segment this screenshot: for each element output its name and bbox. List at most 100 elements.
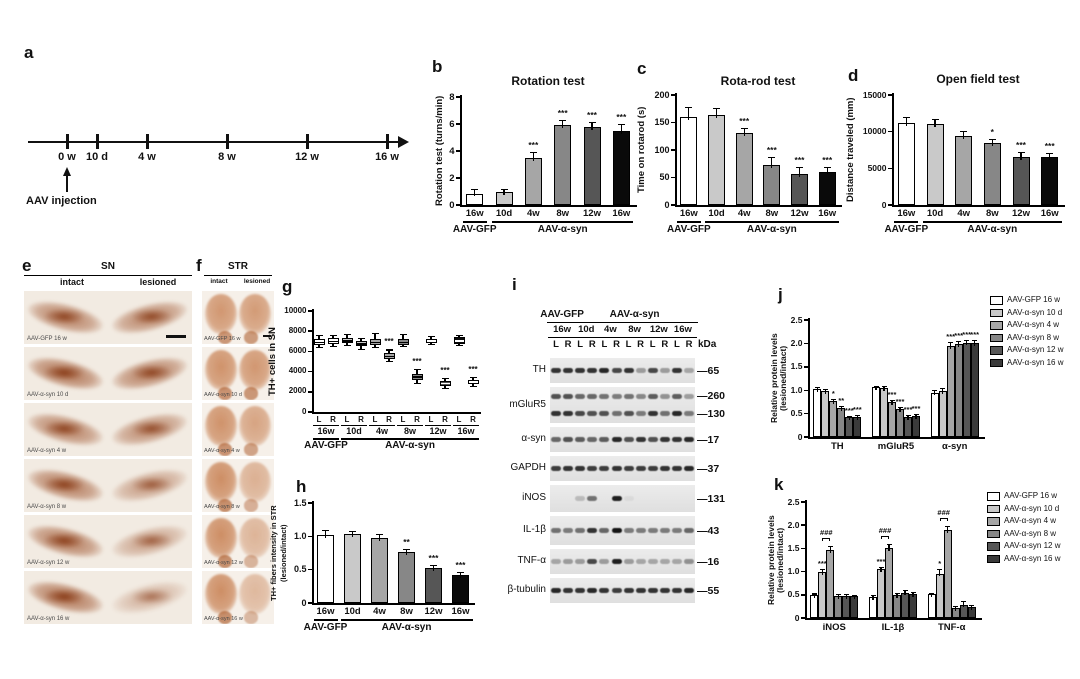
error-bar	[912, 591, 914, 597]
blot-band	[684, 411, 694, 417]
y-tick	[800, 547, 805, 550]
micrograph-label: AAV-α-syn 4 w	[204, 447, 240, 454]
median	[356, 343, 366, 345]
y-axis	[312, 309, 314, 412]
sig-label: ***	[528, 139, 539, 150]
lane-label: R	[414, 414, 420, 424]
blot-lane-label: L	[577, 339, 584, 350]
panel-label: b	[432, 57, 443, 76]
y-tick-label: 0	[302, 406, 307, 416]
blot-band	[671, 558, 682, 565]
bar	[344, 534, 361, 603]
bar	[791, 173, 808, 205]
error-bar-cap	[988, 139, 996, 141]
legend-label: AAV-α-syn 8 w	[1004, 528, 1057, 538]
category-label: 8w	[765, 208, 779, 219]
kda-label: —43	[697, 524, 720, 537]
error-bar-cap	[969, 604, 975, 606]
blot-band	[684, 436, 694, 443]
micrograph: AAV-α-syn 16 w	[202, 571, 274, 624]
y-tick-label: 6	[449, 118, 455, 130]
blot-band	[563, 436, 574, 443]
stain-core	[44, 309, 85, 324]
error-bar-cap	[902, 117, 910, 119]
blot-band	[635, 393, 646, 399]
blot-band	[599, 558, 610, 565]
whisker-cap	[315, 335, 323, 337]
sig-bracket-end	[888, 536, 889, 540]
median	[426, 340, 436, 342]
blot-image	[550, 427, 695, 452]
category-label: 10d	[926, 208, 944, 219]
blot-band	[611, 587, 622, 594]
panel-label: k	[774, 475, 784, 494]
error-bar	[950, 342, 952, 349]
blot-band	[659, 393, 670, 399]
category-label: 10d	[708, 208, 725, 219]
y-tick-label: 1.5	[787, 542, 800, 553]
lane-label: L	[400, 414, 406, 424]
category-label: 4w	[373, 606, 386, 617]
legend-swatch	[987, 492, 1000, 501]
panel-a: a 0 w 10 d 4 w 8 w 12 w 16 w AAV injection	[20, 40, 430, 230]
stain-blob	[217, 331, 233, 344]
whisker-cap	[315, 347, 323, 349]
blot-band	[611, 465, 622, 472]
blot-band	[635, 558, 646, 565]
error-bar	[934, 119, 936, 128]
micrograph-label: AAV-GFP 16 w	[27, 336, 67, 342]
error-bar	[958, 341, 960, 348]
blot-lane-label: R	[661, 339, 669, 350]
error-bar-cap	[964, 339, 970, 341]
timeline-line	[28, 141, 400, 143]
sig-label: ***	[844, 405, 854, 415]
y-tick-label: 0	[664, 199, 670, 210]
error-bar	[991, 139, 993, 146]
error-bar	[832, 399, 834, 404]
blot-band	[551, 436, 561, 443]
micrograph-label: AAV-α-syn 16 w	[204, 615, 243, 622]
timeline-tick-label: 10 d	[85, 151, 108, 163]
error-bar	[591, 122, 593, 130]
timeline-tick-label: 12 w	[295, 151, 319, 163]
blot-band	[623, 411, 634, 417]
blot-band	[647, 558, 658, 565]
y-tick-label: 0.5	[787, 589, 800, 600]
y-tick-label: 1.0	[787, 566, 800, 577]
whisker-cap	[469, 376, 477, 378]
y-tick	[307, 391, 312, 393]
median	[342, 340, 352, 342]
bar	[317, 535, 334, 603]
panel-i: i AAV-GFP AAV-α-syn 16w 10d 4w 8w 12w 16w L R L R L R L…	[500, 258, 800, 620]
error-bar-cap	[835, 594, 841, 596]
protein-label: TH	[532, 364, 546, 375]
blot-band	[623, 495, 634, 502]
y-tick	[307, 535, 312, 538]
y-axis-label: Time on rotarod (s)	[636, 106, 647, 194]
stain-blob	[243, 443, 259, 456]
y-tick	[803, 436, 808, 438]
whisker-cap	[343, 334, 351, 336]
blot-time-label: 16w	[553, 324, 572, 335]
error-bar-cap	[854, 415, 860, 417]
micrograph-label: AAV-α-syn 8 w	[204, 503, 240, 510]
blot-band	[659, 465, 670, 472]
bar	[901, 592, 909, 618]
error-bar-cap	[796, 167, 803, 169]
sig-label: ***	[817, 559, 827, 569]
bar	[938, 390, 947, 437]
blot-image	[550, 387, 695, 423]
sig-label: ***	[876, 556, 886, 566]
timeline-tick	[65, 134, 69, 149]
blot-band	[659, 411, 670, 417]
whisker-cap	[371, 347, 379, 349]
error-bar-cap	[886, 544, 892, 546]
time-label: 4w	[375, 426, 388, 436]
blot-band	[659, 367, 670, 374]
blot-time-underline	[620, 336, 649, 338]
category-label: 10d	[495, 208, 513, 219]
blot-band	[563, 411, 574, 417]
error-bar	[324, 529, 327, 538]
sig-label: ***	[911, 403, 921, 413]
group-underline	[341, 438, 479, 440]
